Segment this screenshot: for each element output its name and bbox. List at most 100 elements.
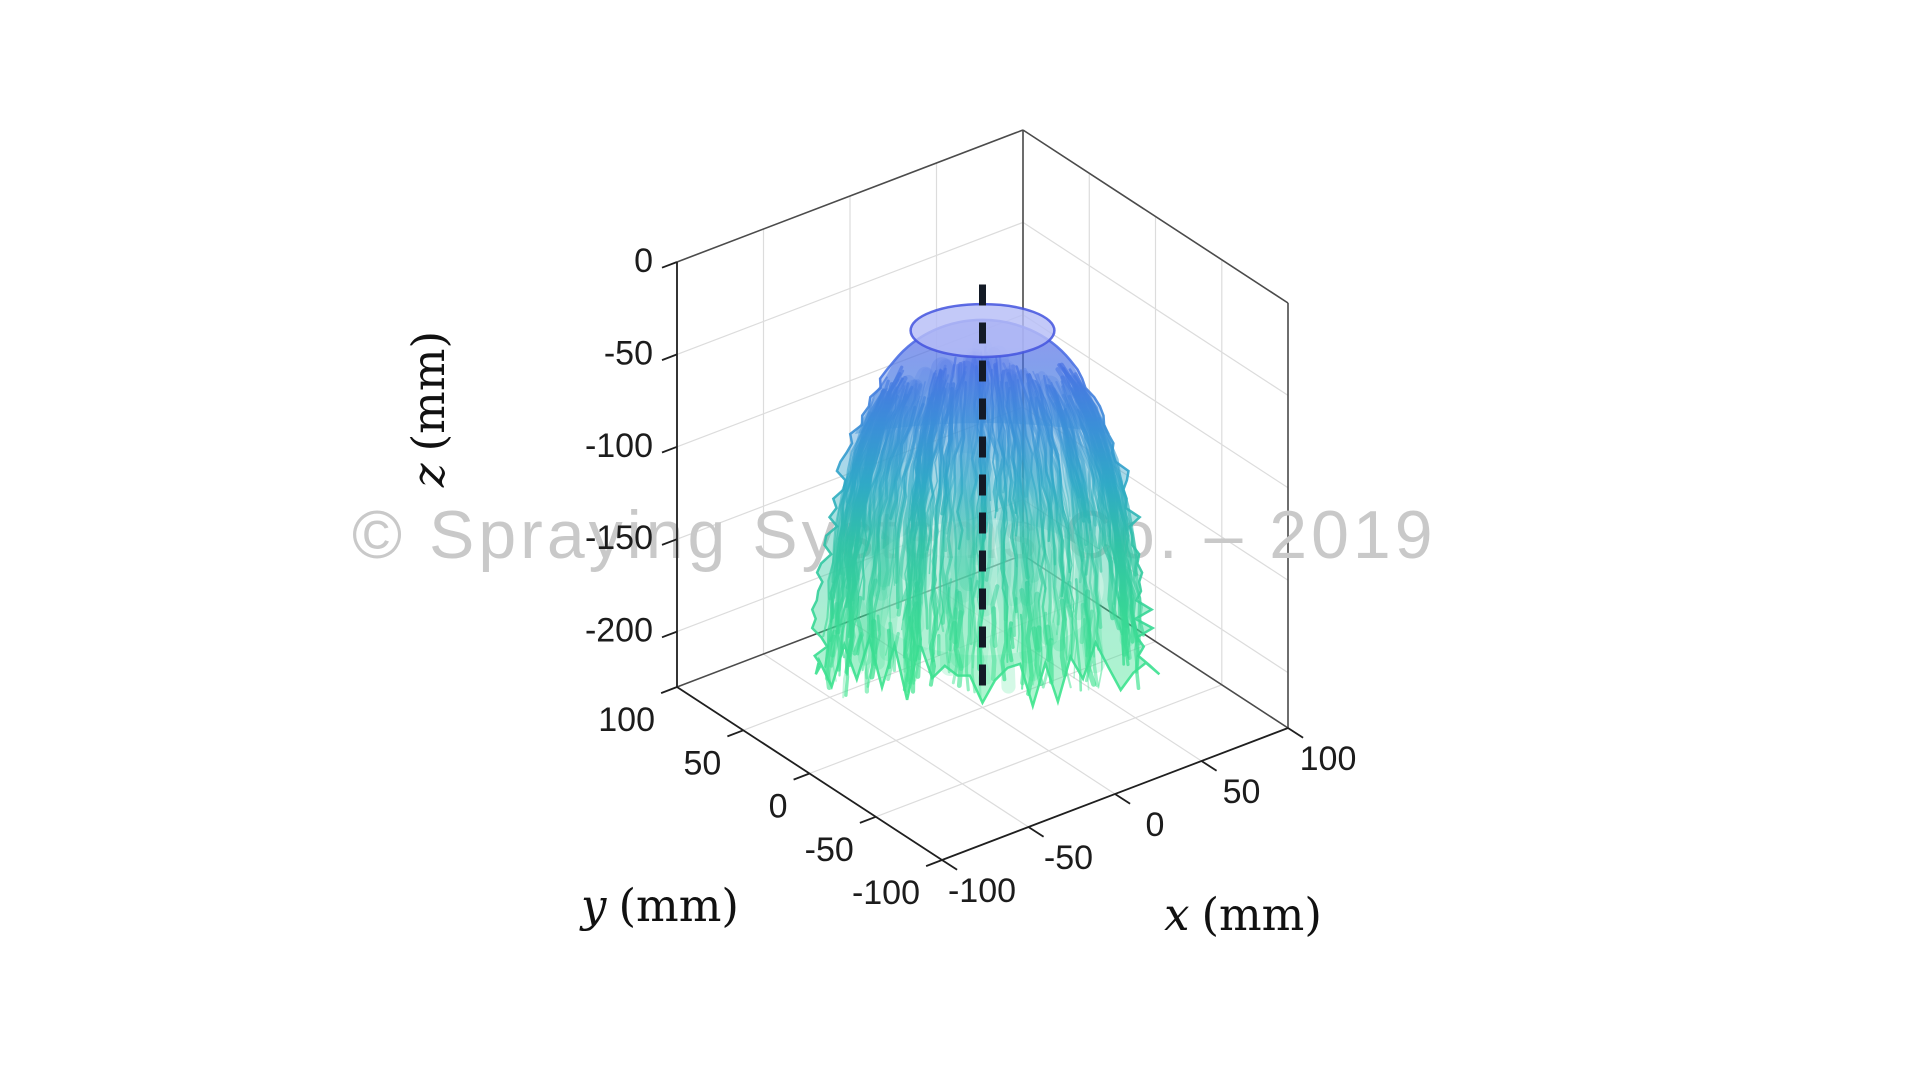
box-edge [1022, 129, 1289, 304]
x-tick-label: -100 [948, 872, 1016, 910]
x-tick-label: 0 [1146, 806, 1165, 844]
plume-streak [856, 634, 862, 656]
plume-streak [928, 356, 957, 674]
plume-streak [864, 578, 878, 694]
z-tick-mark [661, 261, 678, 269]
x-axis-label: x (mm) [1164, 888, 1322, 941]
plume-streak [964, 577, 973, 692]
plume-streak [1117, 596, 1128, 657]
plume-streak [910, 626, 917, 685]
y-tick-mark [727, 729, 744, 738]
plume-streak [901, 376, 938, 602]
plume-streak [1125, 616, 1132, 656]
x-tick-label: -50 [1044, 839, 1093, 877]
plume-streak [995, 356, 1008, 562]
plume-streak [986, 360, 999, 512]
plume-streak [1079, 602, 1086, 645]
plume-streak [1061, 409, 1103, 689]
box-edge [676, 129, 1024, 263]
grid-line [875, 684, 1223, 818]
z-axis-label: z(mm) [402, 331, 455, 488]
x-tick-label: 50 [1223, 773, 1261, 811]
grid-line [676, 221, 1024, 355]
plume-streak [972, 366, 983, 556]
plume-streak [1005, 386, 1019, 537]
plume-streak [895, 402, 925, 610]
plume-streak [1055, 367, 1121, 631]
plume-streak [1064, 580, 1076, 660]
x-tick-mark [1028, 826, 1045, 838]
plume-streak [1060, 375, 1115, 621]
z-tick-mark [661, 630, 678, 639]
x-tick-mark [1201, 760, 1218, 772]
z-tick-label: -150 [585, 519, 653, 557]
grid-line [1022, 221, 1289, 396]
plume-streak [1019, 613, 1025, 690]
y-tick-mark [793, 772, 810, 781]
plume-streak [947, 587, 954, 664]
plume-streak [1006, 372, 1030, 580]
z-tick-label: -200 [585, 612, 653, 650]
plume-streak [971, 579, 979, 694]
plume-streak [1004, 381, 1019, 515]
plume-streak [1045, 624, 1054, 685]
plume-streak [1053, 390, 1087, 523]
plume-streak [957, 610, 965, 671]
plume-streak [1087, 609, 1099, 687]
plume-streak [1032, 591, 1042, 653]
plume-streak [864, 380, 907, 533]
x-tick-mark [941, 859, 958, 871]
plume-streak [1034, 390, 1072, 689]
plume-streak [913, 581, 923, 679]
y-tick-mark [660, 686, 678, 694]
plume-streak [1025, 580, 1034, 696]
x-tick-mark [1114, 793, 1131, 805]
y-tick-label: 50 [683, 744, 721, 782]
z-tick-mark [661, 538, 678, 546]
plume-streak [1085, 589, 1097, 687]
plume-streak [834, 389, 885, 635]
y-tick-mark [925, 859, 943, 867]
plume-streak [874, 614, 882, 655]
plume-streak [881, 405, 909, 540]
plume-streak [1038, 386, 1071, 574]
x-tick-label: 100 [1300, 740, 1357, 778]
plume-streak [984, 356, 993, 582]
plume-streak [938, 389, 957, 633]
plume-streak [1130, 594, 1139, 671]
plume-streak [1074, 578, 1083, 692]
z-tick-mark [661, 353, 678, 361]
plume-streak [962, 352, 977, 541]
y-tick-mark [859, 815, 877, 824]
plume-streak [887, 628, 892, 670]
plume-streak [896, 372, 937, 617]
plume-streak [931, 586, 941, 663]
z-tick-label: 0 [634, 242, 653, 280]
plume-streak [923, 386, 947, 630]
z-tick-mark [661, 445, 678, 454]
x-tick-mark [1287, 727, 1304, 739]
plume-streak [1046, 386, 1071, 517]
plume-streak [945, 578, 953, 674]
plume-streak [991, 606, 998, 648]
plume-streak [851, 377, 904, 602]
z-tick-label: -100 [585, 427, 653, 465]
plume-streak [1049, 395, 1084, 584]
y-axis-label: y (mm) [579, 879, 739, 932]
grid-line [1022, 314, 1289, 489]
plume-streak [863, 399, 903, 680]
y-tick-label: -100 [852, 874, 920, 912]
plume-streak [1029, 399, 1058, 623]
y-tick-label: -50 [805, 831, 854, 869]
plume-streak [824, 629, 838, 690]
plume-streak [886, 621, 895, 681]
axis-labels: x (mm) y (mm) z(mm) [402, 331, 1322, 941]
y-tick-label: 100 [598, 701, 655, 739]
plume-streak [1059, 598, 1068, 678]
plume-streak [990, 368, 999, 519]
plume-streak [847, 578, 855, 639]
plume-streak [956, 381, 967, 550]
plume-streak [866, 629, 876, 688]
